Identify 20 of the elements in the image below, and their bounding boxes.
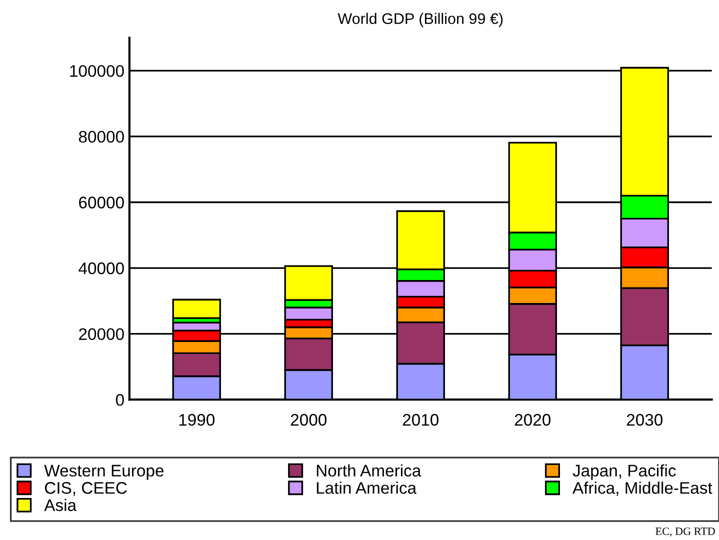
y-tick-label: 100000 — [70, 65, 124, 77]
legend-label: North America — [316, 464, 422, 477]
x-tick-label: 1990 — [179, 414, 215, 426]
legend-label: Asia — [44, 498, 77, 512]
x-tick-label: 2020 — [514, 414, 550, 426]
y-tick-label: 80000 — [78, 130, 124, 143]
legend-label: CIS, CEEC — [44, 482, 127, 496]
x-tick-label: 2000 — [290, 414, 327, 426]
y-tick-label: 60000 — [79, 196, 124, 208]
y-tick-label: 0 — [116, 394, 124, 406]
y-tick-label: 20000 — [79, 328, 124, 340]
legend-label: Japan, Pacific — [572, 464, 676, 480]
chart-title: World GDP (Billion 99 €) — [338, 12, 503, 28]
y-tick-label: 40000 — [78, 262, 124, 274]
legend-label: Western Europe — [44, 464, 164, 480]
x-tick-label: 2030 — [626, 414, 662, 426]
legend-label: Latin America — [316, 482, 417, 494]
text: EC, DG RTD — [656, 528, 715, 537]
x-tick-label: 2010 — [402, 414, 439, 426]
legend-label: Africa, Middle-East — [572, 482, 712, 496]
